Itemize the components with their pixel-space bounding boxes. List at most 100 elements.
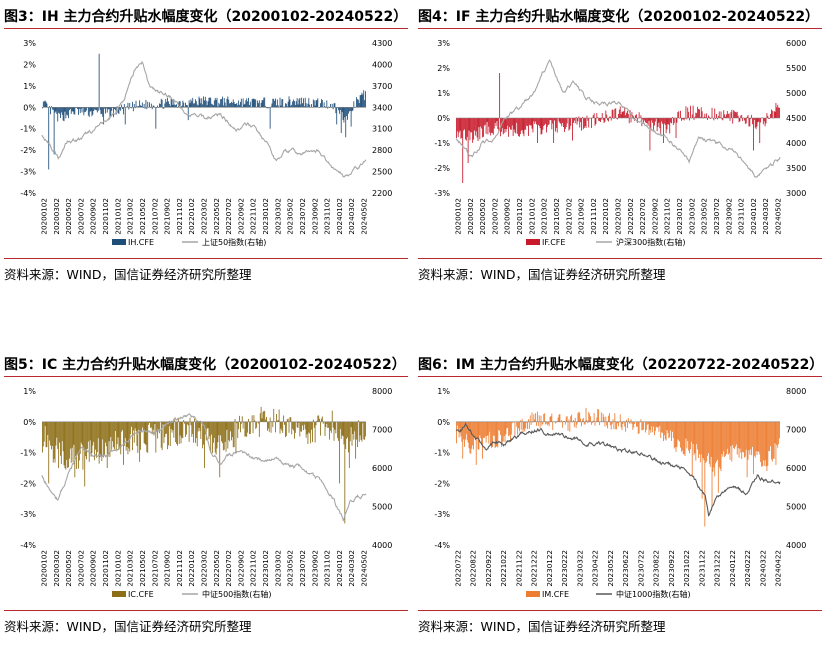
bar — [280, 421, 282, 429]
legend-label-line: 中证1000指数(右轴) — [616, 589, 691, 599]
bar — [729, 421, 731, 460]
x-axis-tick-label: 20230822 — [652, 550, 661, 587]
bar — [339, 107, 340, 114]
bar — [245, 100, 247, 108]
bar — [723, 421, 725, 452]
bar — [240, 101, 241, 108]
bar — [61, 421, 63, 442]
bar — [114, 421, 115, 450]
bar — [506, 118, 508, 130]
bar — [190, 421, 192, 426]
bar — [168, 104, 170, 108]
bar — [649, 118, 651, 151]
bar — [520, 421, 522, 430]
bar — [616, 118, 618, 119]
bar — [320, 103, 321, 108]
bar — [519, 420, 521, 422]
bar — [276, 413, 277, 422]
x-axis-tick-label: 20200902 — [503, 198, 512, 235]
bar — [132, 421, 134, 431]
bar — [736, 111, 738, 118]
bar — [645, 421, 647, 430]
x-axis-tick-label: 20220902 — [236, 198, 245, 235]
bar — [482, 118, 483, 138]
legend-label-bar: IH.CFE — [128, 238, 154, 247]
x-axis-tick-label: 20210702 — [564, 198, 573, 235]
bar — [489, 421, 491, 432]
bar — [483, 421, 484, 438]
bar — [600, 118, 601, 122]
bar — [680, 110, 681, 118]
bar — [674, 421, 676, 448]
bar — [228, 99, 230, 108]
bar — [172, 421, 174, 431]
bar — [585, 118, 587, 128]
bar — [191, 421, 193, 437]
title-rule — [418, 376, 822, 377]
bar — [46, 421, 48, 447]
bar — [770, 421, 771, 447]
bar — [219, 421, 221, 478]
bar — [621, 421, 623, 430]
bar — [577, 118, 579, 122]
bar — [320, 421, 321, 436]
bar — [456, 421, 458, 426]
bar — [653, 118, 654, 131]
bar — [141, 421, 143, 428]
bar — [318, 415, 320, 422]
bar — [663, 118, 664, 143]
bar — [89, 107, 91, 112]
bar — [139, 421, 141, 462]
bar — [657, 421, 659, 427]
bar — [248, 97, 249, 108]
bar — [67, 107, 69, 116]
bar — [105, 421, 106, 443]
bar — [96, 421, 97, 458]
bar — [326, 421, 328, 424]
bar — [142, 421, 144, 431]
right-axis-tick-label: 8000 — [372, 387, 392, 396]
bar — [466, 118, 468, 137]
x-axis-tick-label: 20231102 — [323, 550, 332, 587]
bar — [257, 100, 258, 108]
bar — [643, 118, 645, 123]
bar — [233, 102, 235, 108]
bar — [624, 107, 626, 118]
x-axis-tick-label: 20200702 — [490, 198, 499, 235]
source-note-ih: 资料来源：WIND，国信证券经济研究所整理 — [4, 267, 252, 282]
bar — [362, 421, 364, 424]
bar — [91, 107, 93, 117]
x-axis-tick-label: 20210102 — [113, 198, 122, 235]
bar — [327, 107, 329, 109]
bar — [221, 421, 222, 442]
bar — [218, 421, 220, 436]
x-axis-tick-label: 20230502 — [700, 198, 709, 235]
bar — [277, 419, 279, 422]
bar — [763, 118, 765, 122]
bar — [464, 118, 465, 130]
bar — [768, 118, 770, 119]
bar — [586, 420, 588, 422]
bar — [474, 421, 475, 439]
bar — [736, 421, 738, 455]
chart-ih: 3%2%1%0%-1%-2%-3%-4%43004000370034003100… — [20, 39, 392, 247]
bar — [749, 421, 751, 455]
bar — [172, 104, 174, 108]
bar — [262, 100, 264, 108]
bar — [626, 419, 627, 422]
bar — [673, 118, 675, 124]
x-axis-tick-label: 20210702 — [150, 198, 159, 235]
bar — [546, 421, 547, 424]
x-axis-tick-label: 20211102 — [175, 198, 184, 235]
x-axis-tick-label: 20220102 — [187, 550, 196, 587]
right-axis-tick-label: 2500 — [372, 168, 392, 177]
bar — [699, 117, 701, 118]
bar — [352, 421, 354, 434]
bar — [258, 421, 260, 437]
bar — [343, 421, 345, 445]
left-axis-tick-label: -1% — [434, 139, 450, 148]
bar — [178, 101, 180, 108]
bar — [555, 421, 557, 423]
bar — [354, 107, 356, 108]
bar — [196, 421, 198, 447]
